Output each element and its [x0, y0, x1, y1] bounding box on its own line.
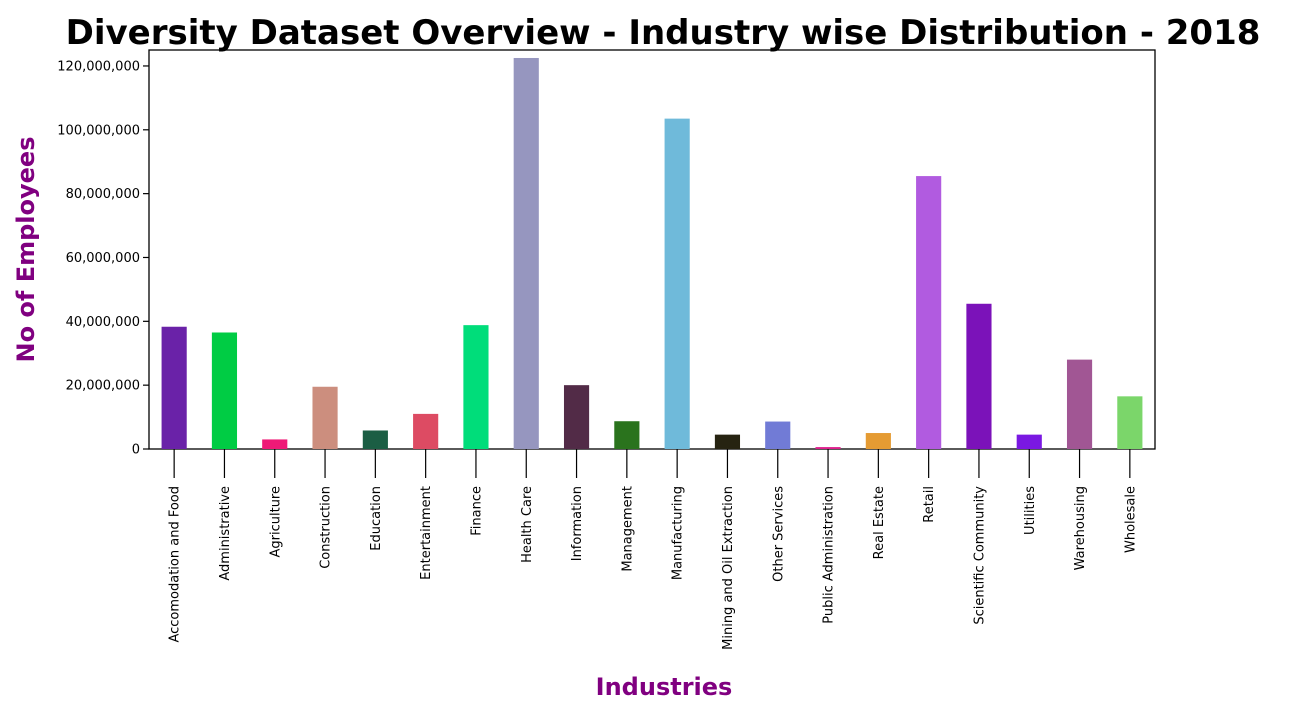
bar — [614, 421, 640, 449]
x-tick-label: Manufacturing — [671, 486, 686, 580]
bar — [513, 57, 539, 449]
bar — [714, 434, 741, 449]
y-axis-label: No of Employees — [12, 137, 40, 363]
bar — [563, 385, 590, 449]
chart-title: Diversity Dataset Overview - Industry wi… — [66, 13, 1261, 53]
bar — [463, 325, 489, 449]
y-tick-label: 20,000,000 — [66, 379, 140, 394]
bar — [362, 430, 388, 449]
y-tick-label: 60,000,000 — [66, 251, 140, 266]
x-tick-label: Construction — [319, 486, 334, 569]
y-tick-label: 100,000,000 — [57, 123, 140, 138]
x-tick-label: Entertainment — [419, 486, 434, 580]
plot-frame — [148, 49, 1156, 450]
x-tick-label: Mining and Oil Extraction — [721, 486, 736, 650]
y-tick-label: 0 — [132, 443, 140, 458]
x-tick-label: Administrative — [218, 486, 233, 581]
bar — [664, 118, 690, 450]
plot-area: 0 20,000,000 40,000,000 60,000,000 80,000,00… — [57, 49, 1156, 650]
bar — [262, 439, 288, 449]
x-axis-label: Industries — [596, 673, 733, 701]
bar — [211, 332, 238, 449]
x-tick-label: Accomodation and Food — [168, 486, 183, 643]
x-tick-label: Agriculture — [268, 486, 283, 558]
bar — [1016, 434, 1042, 449]
x-tick-label: Utilities — [1023, 486, 1038, 535]
bar — [815, 447, 841, 449]
y-tick-label: 120,000,000 — [57, 59, 140, 74]
x-tick-label: Wholesale — [1123, 486, 1138, 553]
bar — [312, 386, 338, 449]
bar — [1117, 396, 1143, 449]
x-tick-label: Scientific Community — [972, 486, 987, 625]
bar — [765, 421, 791, 449]
x-tick-label: Real Estate — [872, 486, 887, 559]
bar — [413, 413, 439, 449]
bar — [916, 176, 942, 450]
bar — [161, 326, 187, 449]
x-tick-label: Health Care — [520, 486, 535, 563]
x-tick-label: Other Services — [771, 486, 786, 582]
x-tick-label: Warehousing — [1073, 486, 1088, 570]
x-tick-label: Education — [369, 486, 384, 551]
bar — [966, 303, 992, 449]
x-tick-label: Public Administration — [822, 486, 837, 624]
x-tick-label: Finance — [469, 486, 484, 536]
x-tick-label: Management — [620, 486, 635, 572]
y-tick-label: 40,000,000 — [66, 315, 140, 330]
bar — [1066, 359, 1093, 449]
x-tick-label: Retail — [922, 486, 937, 523]
y-tick-label: 80,000,000 — [66, 187, 140, 202]
x-tick-label: Information — [570, 486, 585, 561]
bar — [865, 433, 891, 449]
